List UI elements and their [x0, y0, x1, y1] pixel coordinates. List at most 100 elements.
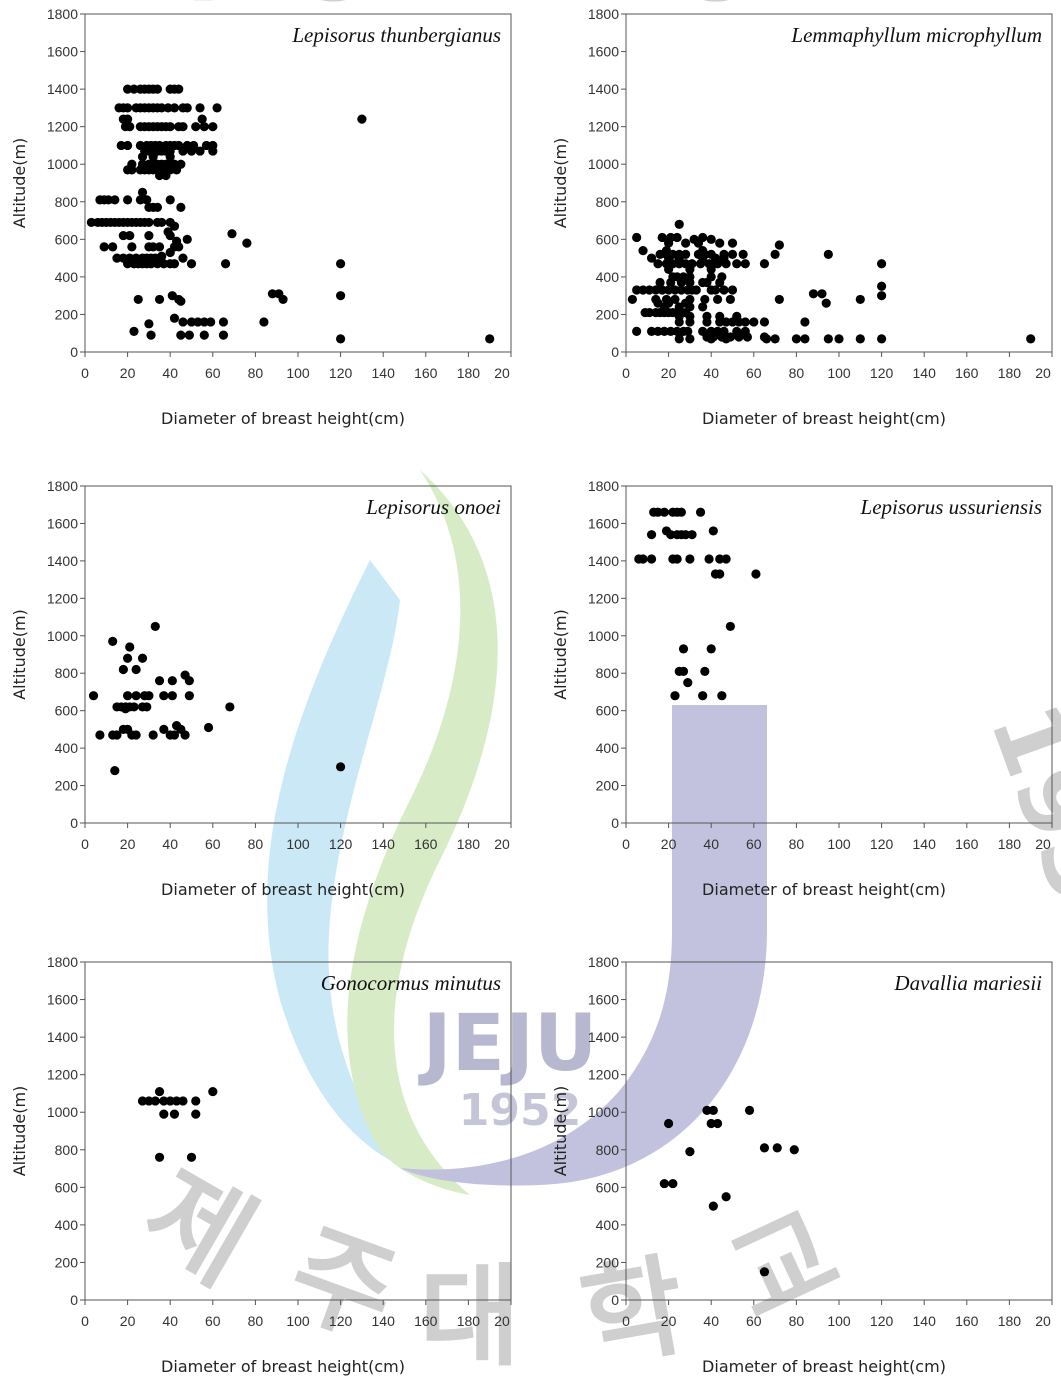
x-tick-label: 180 [998, 365, 1022, 381]
y-tick-label: 1200 [588, 590, 619, 606]
data-point [195, 103, 205, 113]
x-tick-label: 100 [827, 365, 851, 381]
data-point [123, 140, 133, 151]
plot-frame [84, 13, 512, 353]
data-point [165, 230, 175, 241]
data-point [655, 277, 665, 288]
x-tick-label: 60 [746, 1313, 762, 1329]
data-point [834, 334, 844, 344]
y-tick-label: 1800 [588, 6, 619, 22]
x-tick-label: 120 [870, 1313, 894, 1329]
data-point [655, 249, 665, 259]
data-point [146, 330, 156, 340]
data-point [150, 621, 160, 632]
scatter-panel: 0 200 400 600 800 1000 1200 1400 1600 1800 0 20 40 60… [10, 6, 512, 428]
data-point [278, 294, 288, 305]
y-tick-label: 1400 [47, 81, 78, 97]
data-point [704, 554, 714, 564]
plot-frame [625, 961, 1053, 1301]
data-point [706, 334, 716, 344]
data-point [112, 253, 122, 263]
data-point [708, 1201, 718, 1211]
y-tick-label: 1400 [588, 1029, 619, 1045]
data-point [653, 507, 663, 517]
y-tick-label: 1200 [588, 119, 619, 135]
data-point [267, 289, 278, 299]
x-tick-label: 20 [661, 836, 677, 852]
data-point [676, 507, 686, 517]
data-point [740, 259, 750, 269]
data-point [717, 691, 727, 701]
data-point [203, 722, 214, 733]
data-point [176, 202, 186, 213]
data-point [877, 259, 887, 269]
y-tick-label: 1000 [47, 628, 78, 644]
data-point [154, 242, 165, 252]
data-point [123, 691, 133, 701]
data-point [125, 642, 135, 652]
x-tick-label: 60 [205, 1313, 221, 1329]
y-tick-label: 1800 [47, 6, 78, 22]
x-tick-label: 0 [622, 1313, 630, 1329]
data-point [695, 507, 706, 517]
y-tick-label: 400 [55, 269, 79, 285]
data-point [666, 530, 676, 540]
x-tick-label: 120 [329, 1313, 353, 1329]
data-point [152, 259, 163, 269]
y-tick-label: 600 [596, 231, 620, 247]
data-point [199, 330, 209, 340]
data-point [668, 1178, 678, 1189]
data-point [123, 653, 133, 663]
y-tick-label: 800 [596, 1142, 620, 1158]
data-point [817, 289, 827, 299]
y-tick-label: 400 [596, 740, 620, 756]
data-point [646, 326, 657, 336]
data-point [485, 334, 495, 344]
data-point [208, 146, 218, 156]
data-point [142, 195, 152, 205]
data-point [651, 285, 661, 295]
data-point [627, 294, 637, 305]
y-tick-label: 800 [55, 1142, 79, 1158]
y-tick-label: 0 [70, 1292, 78, 1308]
data-point [800, 334, 810, 344]
data-point [108, 242, 118, 252]
data-point [759, 259, 770, 269]
y-tick-label: 800 [55, 194, 79, 210]
data-point [108, 636, 118, 646]
data-point [877, 281, 887, 291]
y-axis-label: Altitude(m) [10, 138, 29, 229]
data-point [659, 326, 669, 336]
y-axis-label: Altitude(m) [10, 609, 29, 700]
data-point [176, 330, 186, 340]
watermark-arc-text: NATIONAL UNIVERSITY [0, 0, 1061, 24]
data-point [715, 317, 725, 327]
data-point [761, 334, 772, 344]
data-point [659, 1178, 669, 1189]
data-point [242, 238, 252, 248]
data-point [218, 317, 229, 327]
data-point [659, 507, 669, 517]
x-tick-label: 60 [205, 365, 221, 381]
x-tick-label: 120 [870, 836, 894, 852]
y-tick-label: 200 [596, 778, 620, 794]
data-point [772, 1143, 782, 1153]
data-point [657, 232, 667, 243]
x-tick-label: 120 [870, 365, 894, 381]
x-tick-label: 160 [955, 365, 979, 381]
y-tick-label: 400 [55, 740, 79, 756]
data-point [129, 84, 139, 94]
data-point [127, 165, 137, 175]
data-point [676, 285, 686, 295]
data-point [178, 317, 188, 327]
x-tick-label: 0 [81, 365, 89, 381]
y-tick-label: 400 [596, 269, 620, 285]
data-point [201, 140, 212, 151]
x-tick-label: 100 [286, 1313, 310, 1329]
x-tick-label: 140 [372, 836, 396, 852]
data-point [683, 677, 693, 688]
data-point [178, 1096, 188, 1106]
data-point [674, 219, 684, 229]
data-point [672, 554, 682, 564]
data-point [721, 554, 731, 564]
